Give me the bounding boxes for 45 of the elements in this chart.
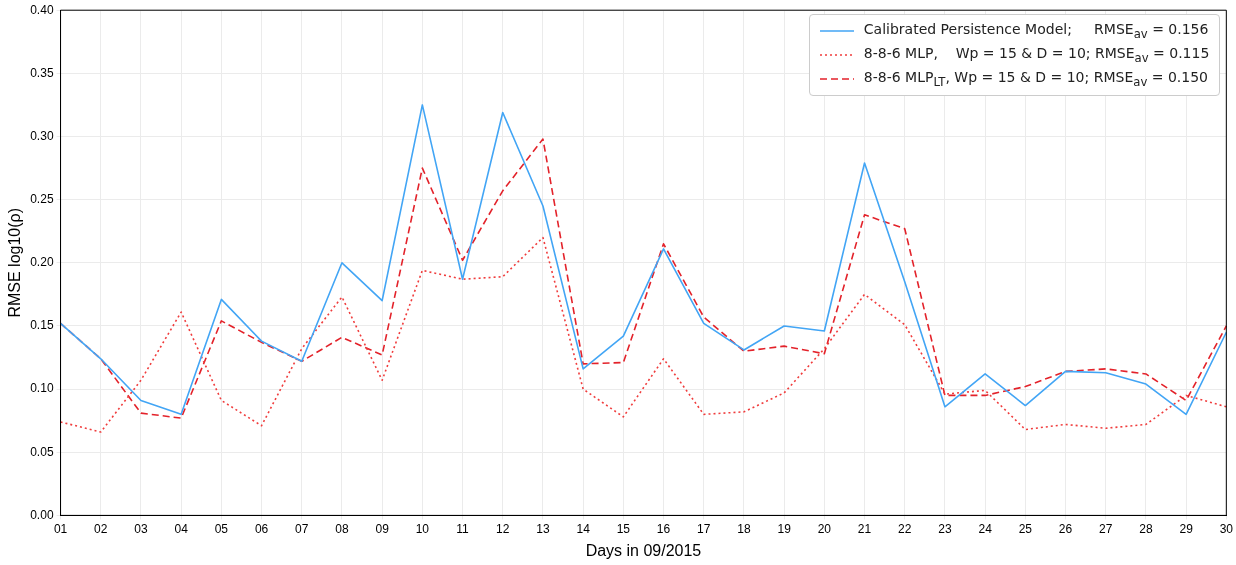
x-tick-label: 05 (214, 521, 229, 536)
x-tick-label: 29 (1179, 521, 1194, 536)
x-tick-label: 01 (53, 521, 68, 536)
x-tick-label: 28 (1139, 521, 1153, 536)
x-tick-label: 02 (94, 521, 108, 536)
x-tick-label: 21 (857, 521, 872, 536)
y-tick-label: 0.00 (30, 507, 54, 522)
x-tick-label: 07 (295, 521, 309, 536)
y-tick-label: 0.35 (30, 65, 54, 80)
x-tick-label: 06 (254, 521, 269, 536)
y-tick-label: 0.25 (30, 191, 54, 206)
x-tick-label: 08 (335, 521, 349, 536)
x-tick-label: 19 (777, 521, 792, 536)
x-tick-label: 10 (415, 521, 430, 536)
x-tick-label: 16 (656, 521, 671, 536)
x-tick-label: 24 (978, 521, 993, 536)
y-tick-label: 0.10 (30, 381, 54, 396)
y-tick-label: 0.15 (30, 318, 54, 333)
legend-label: 8-8-6 MLP, Wp = 15 & D = 10; RMSE$_{av}$ = 0.115 (863, 45, 1210, 66)
y-axis-title: RMSE log10(ρ) (6, 208, 24, 318)
x-tick-label: 13 (536, 521, 550, 536)
x-tick-label: 27 (1099, 521, 1113, 536)
y-tick-label: 0.30 (30, 128, 54, 143)
x-tick-label: 14 (576, 521, 591, 536)
line-series (59, 236, 1228, 433)
y-tick-label: 0.20 (30, 255, 54, 270)
x-tick-label: 17 (697, 521, 711, 536)
x-tick-label: 09 (375, 521, 390, 536)
x-axis-title: Days in 09/2015 (585, 541, 702, 559)
x-tick-label: 30 (1219, 521, 1234, 536)
y-tick-label: 0.05 (30, 444, 54, 459)
legend-label: 8-8-6 MLP$_{LT}$, Wp = 15 & D = 10; RMSE$_{av}$ = 0.150 (863, 69, 1208, 90)
x-tick-label: 18 (737, 521, 751, 536)
x-tick-label: 04 (174, 521, 189, 536)
x-tick-label: 12 (496, 521, 510, 536)
x-tick-label: 25 (1018, 521, 1033, 536)
x-tick-label: 03 (134, 521, 148, 536)
x-tick-label: 20 (817, 521, 832, 536)
legend-label: Calibrated Persistence Model; RMSE$_{av}$ = 0.156 (863, 21, 1209, 42)
y-tick-label: 0.40 (30, 2, 54, 17)
x-tick-label: 15 (616, 521, 631, 536)
x-tick-label: 26 (1058, 521, 1073, 536)
x-tick-label: 23 (938, 521, 952, 536)
x-tick-label: 11 (456, 521, 470, 536)
x-tick-label: 22 (898, 521, 912, 536)
